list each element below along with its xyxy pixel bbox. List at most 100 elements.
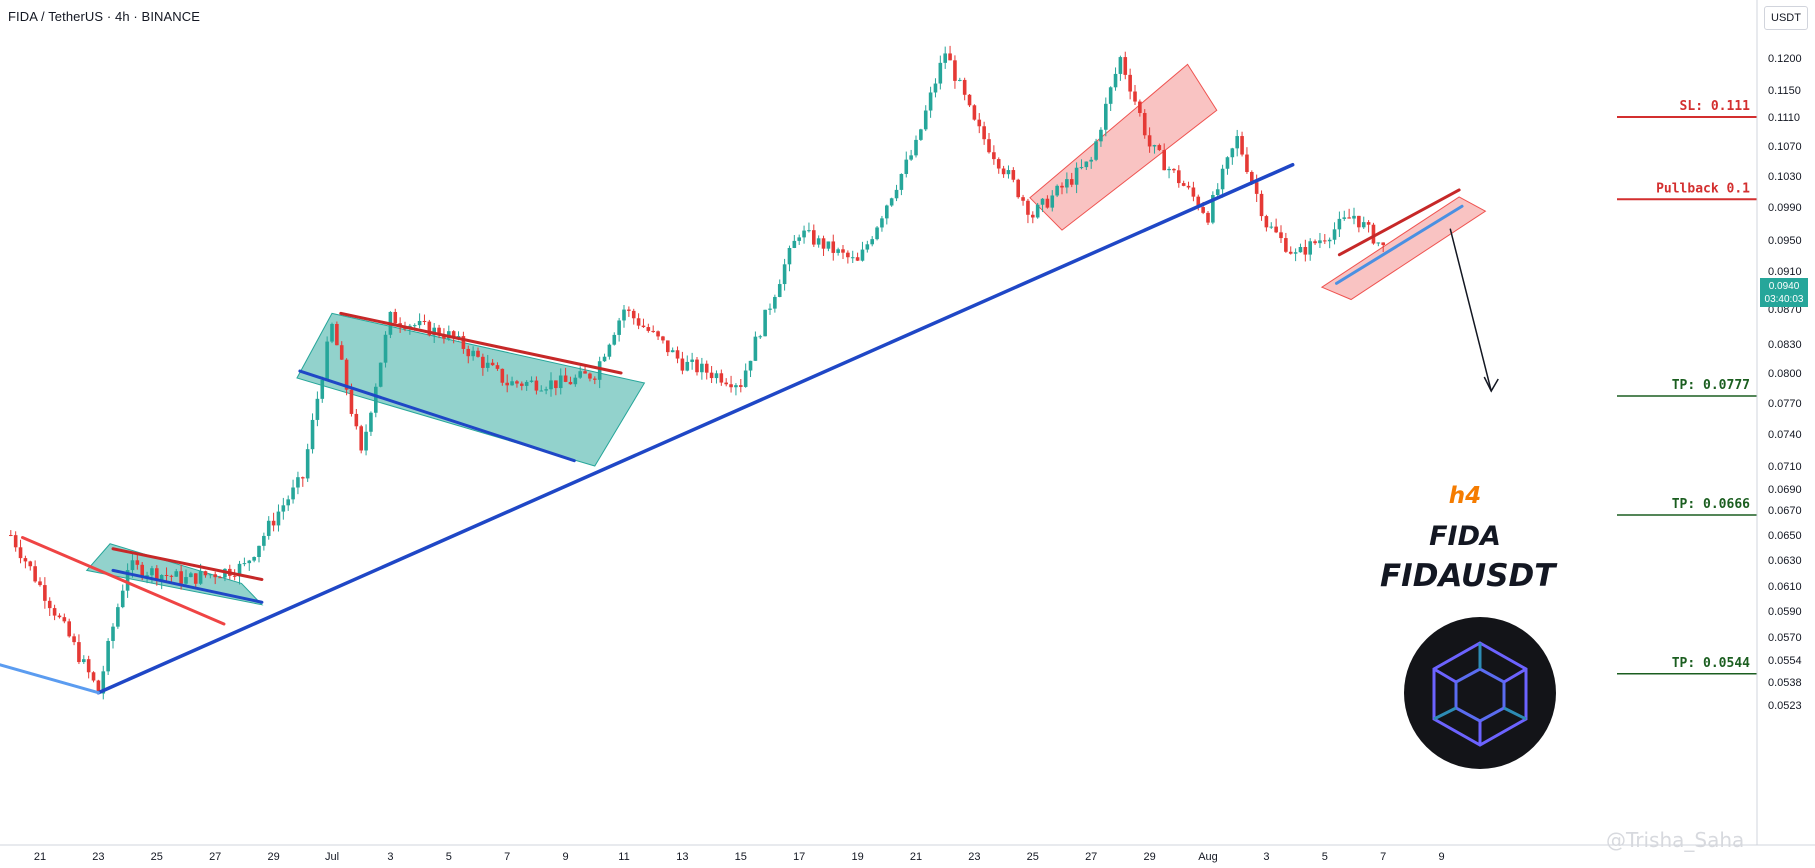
candle-body	[802, 230, 806, 238]
candle-body	[885, 205, 889, 219]
price-tick-label: 0.0770	[1768, 398, 1802, 410]
candle-body	[1181, 183, 1186, 186]
candle-body	[1376, 242, 1381, 244]
time-tick-label: 27	[1085, 851, 1097, 863]
price-tick-label: 0.0523	[1768, 700, 1802, 712]
candle-body	[286, 499, 290, 506]
candle-body	[393, 311, 398, 324]
candle-body	[865, 244, 870, 250]
candle-body	[656, 331, 660, 337]
candle-body	[1099, 129, 1103, 142]
time-tick-label: 21	[910, 851, 922, 863]
candle-body	[500, 368, 505, 383]
candle-body	[709, 372, 714, 379]
candle-body	[1235, 136, 1239, 149]
price-tick-label: 0.0990	[1768, 202, 1802, 214]
candle-body	[953, 60, 957, 81]
candle-body	[344, 359, 349, 390]
candle-body	[442, 335, 446, 339]
candle-body	[330, 323, 334, 342]
candle-body	[349, 389, 354, 414]
candle-body	[792, 240, 797, 248]
candle-body	[768, 308, 772, 310]
time-tick-label: 23	[92, 851, 104, 863]
price-tick-label: 0.0570	[1768, 632, 1802, 644]
price-tick-label: 0.0630	[1768, 555, 1802, 567]
flag-zone-2	[296, 312, 646, 467]
candle-body	[914, 139, 918, 156]
candle-body	[271, 520, 276, 526]
candle-body	[1381, 242, 1385, 246]
candle-body	[583, 371, 587, 374]
candle-body	[773, 296, 777, 309]
candle-body	[919, 129, 923, 140]
candle-body	[106, 640, 110, 672]
candle-body	[1313, 241, 1317, 244]
candle-body	[1245, 154, 1249, 172]
candle-body	[461, 336, 466, 349]
price-axis[interactable]: 0.1200 0.1150 0.1110 0.1070 0.1030 0.0990 0.09…	[1756, 0, 1802, 845]
candle-body	[476, 350, 480, 357]
candle-body	[1298, 247, 1303, 253]
candle-body	[1196, 196, 1201, 208]
time-axis[interactable]: 21 23 25 27 29 Jul 3 5 7 9 11 13 15 17 19 21 23 25 27 29 Aug…	[0, 844, 1815, 863]
time-tick-label: 7	[1380, 851, 1386, 863]
price-tick-label: 0.1150	[1768, 85, 1801, 97]
candle-body	[47, 600, 52, 609]
candle-body	[1094, 141, 1098, 160]
candle-body	[758, 336, 763, 338]
candle-body	[797, 237, 801, 241]
candle-body	[597, 361, 602, 380]
candle-body	[320, 379, 325, 399]
candle-body	[116, 607, 120, 627]
candle-body	[631, 310, 636, 319]
candle-body	[1167, 168, 1171, 171]
candle-body	[193, 573, 198, 584]
candle-body	[481, 356, 485, 368]
currency-button[interactable]: USDT	[1764, 6, 1808, 30]
candle-body	[1279, 232, 1283, 239]
candle-body	[412, 325, 417, 327]
candle-body	[1142, 112, 1147, 136]
candle-body	[748, 360, 753, 371]
candle-body	[831, 241, 836, 253]
candle-body	[1337, 218, 1342, 230]
candle-body	[943, 53, 947, 63]
candle-body	[1284, 238, 1288, 252]
candle-body	[354, 413, 359, 427]
candle-body	[28, 561, 33, 567]
timeframe-label: h4	[1448, 483, 1482, 509]
candle-body	[651, 330, 655, 332]
candle-body	[948, 53, 952, 61]
candle-body	[369, 412, 373, 432]
candle-body	[9, 535, 13, 536]
candle-body	[700, 363, 704, 373]
candle-body	[1118, 57, 1123, 74]
candle-body	[515, 381, 519, 384]
candle-body	[130, 560, 135, 571]
time-tick-label: 21	[34, 851, 46, 863]
price-tick-label: 0.0650	[1768, 530, 1802, 542]
candle-body	[422, 320, 427, 322]
candle-body	[125, 570, 130, 591]
author-watermark: @Trisha_Saha	[1606, 828, 1745, 852]
candle-body	[1162, 150, 1166, 171]
candle-body	[276, 511, 281, 526]
candle-body	[622, 309, 626, 321]
candle-body	[1366, 222, 1371, 225]
target-arrow-shaft	[1449, 228, 1492, 392]
candle-body	[1128, 74, 1132, 92]
candle-body	[218, 577, 222, 579]
time-tick-label: 25	[151, 851, 163, 863]
price-tick-label: 0.0870	[1768, 304, 1802, 316]
candle-body	[505, 382, 509, 386]
candle-body	[1308, 241, 1312, 255]
candle-body	[958, 79, 962, 81]
candle-body	[554, 380, 558, 389]
candle-body	[1084, 161, 1089, 168]
candle-body	[714, 373, 719, 379]
candle-body	[57, 615, 62, 618]
time-tick-label: 5	[446, 851, 452, 863]
time-tick-label: 3	[387, 851, 393, 863]
